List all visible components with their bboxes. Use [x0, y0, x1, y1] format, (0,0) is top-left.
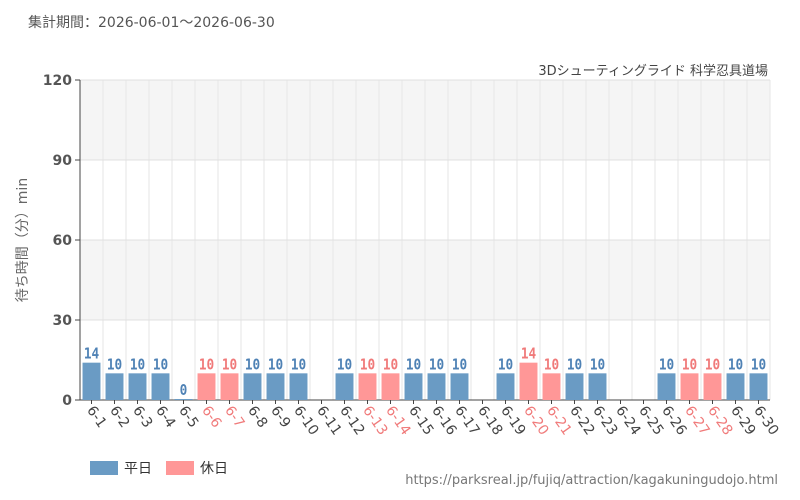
x-tick-label-6-27: 6-27	[681, 403, 712, 438]
x-tick-label-6-19: 6-19	[497, 403, 528, 438]
data-label-6-28: 10	[705, 356, 720, 373]
bar-6-13	[358, 373, 377, 400]
bar-6-30	[749, 373, 768, 400]
x-tick-label-6-6: 6-6	[198, 403, 224, 431]
data-label-6-23: 10	[590, 356, 605, 373]
bar-6-8	[243, 373, 262, 400]
data-label-6-19: 10	[498, 356, 513, 373]
legend-swatch-weekday	[90, 461, 118, 475]
bar-6-12	[335, 373, 354, 400]
x-tick-label-6-11: 6-11	[313, 403, 344, 438]
bar-6-1	[82, 362, 101, 400]
x-tick-label-6-7: 6-7	[221, 403, 247, 431]
x-tick-label-6-12: 6-12	[336, 403, 367, 438]
data-label-6-22: 10	[567, 356, 582, 373]
bar-6-7	[220, 373, 239, 400]
x-tick-label-6-15: 6-15	[405, 403, 436, 438]
x-tick-label-6-13: 6-13	[359, 403, 390, 438]
x-tick-label-6-14: 6-14	[382, 403, 413, 438]
data-label-6-20: 14	[521, 346, 536, 363]
data-label-6-2: 10	[107, 356, 122, 373]
x-tick-label-6-8: 6-8	[244, 403, 270, 431]
bar-6-15	[404, 373, 423, 400]
bar-6-9	[266, 373, 285, 400]
data-label-6-12: 10	[337, 356, 352, 373]
legend-item-weekday: 平日	[90, 458, 152, 478]
bar-6-16	[427, 373, 446, 400]
legend: 平日 休日	[90, 458, 228, 478]
x-tick-label-6-26: 6-26	[658, 403, 689, 438]
bar-6-10	[289, 373, 308, 400]
bar-6-14	[381, 373, 400, 400]
x-tick-label-6-10: 6-10	[290, 403, 321, 438]
x-tick-label-6-29: 6-29	[727, 403, 758, 438]
data-label-6-16: 10	[429, 356, 444, 373]
x-tick-label-6-24: 6-24	[612, 403, 643, 438]
data-label-6-5: 0	[180, 382, 188, 399]
bar-6-4	[151, 373, 170, 400]
x-tick-label-6-18: 6-18	[474, 403, 505, 438]
bar-6-26	[657, 373, 676, 400]
legend-label-weekday: 平日	[124, 461, 152, 477]
x-tick-label-6-4: 6-4	[152, 403, 178, 431]
y-tick-label: 60	[53, 233, 73, 249]
data-label-6-9: 10	[268, 356, 283, 373]
data-label-6-1: 14	[84, 346, 99, 363]
data-label-6-6: 10	[199, 356, 214, 373]
data-label-6-15: 10	[406, 356, 421, 373]
bar-6-22	[565, 373, 584, 400]
data-label-6-27: 10	[682, 356, 697, 373]
x-tick-label-6-9: 6-9	[267, 403, 293, 431]
x-tick-label-6-20: 6-20	[520, 403, 551, 438]
x-tick-label-6-28: 6-28	[704, 403, 735, 438]
bar-6-19	[496, 373, 515, 400]
bar-6-17	[450, 373, 469, 400]
x-tick-label-6-22: 6-22	[566, 403, 597, 438]
bar-6-6	[197, 373, 216, 400]
legend-swatch-holiday	[166, 461, 194, 475]
x-tick-label-6-17: 6-17	[451, 403, 482, 438]
bar-6-21	[542, 373, 561, 400]
y-tick-label: 120	[43, 73, 72, 89]
period-label: 集計期間：2026-06-01～2026-06-30	[28, 15, 275, 31]
data-label-6-29: 10	[728, 356, 743, 373]
legend-item-holiday: 休日	[166, 458, 228, 478]
attraction-name: 3Dシューティングライド 科学忍具道場	[538, 64, 768, 79]
bar-6-23	[588, 373, 607, 400]
x-tick-label-6-16: 6-16	[428, 403, 459, 438]
bar-6-28	[703, 373, 722, 400]
data-label-6-10: 10	[291, 356, 306, 373]
x-tick-label-6-1: 6-1	[83, 403, 109, 431]
data-label-6-4: 10	[153, 356, 168, 373]
bar-6-2	[105, 373, 124, 400]
y-tick-label: 0	[62, 393, 72, 409]
y-tick-label: 30	[53, 313, 73, 329]
y-tick-label: 90	[53, 153, 73, 169]
data-label-6-13: 10	[360, 356, 375, 373]
data-label-6-21: 10	[544, 356, 559, 373]
bar-6-3	[128, 373, 147, 400]
x-tick-label-6-2: 6-2	[106, 403, 132, 431]
source-url[interactable]: https://parksreal.jp/fujiq/attraction/ka…	[405, 473, 778, 488]
x-tick-label-6-23: 6-23	[589, 403, 620, 438]
data-label-6-30: 10	[751, 356, 766, 373]
data-label-6-17: 10	[452, 356, 467, 373]
data-label-6-26: 10	[659, 356, 674, 373]
data-label-6-7: 10	[222, 356, 237, 373]
bar-6-20	[519, 362, 538, 400]
x-tick-label-6-21: 6-21	[543, 403, 574, 438]
bar-6-29	[726, 373, 745, 400]
data-label-6-8: 10	[245, 356, 260, 373]
bar-6-5	[174, 399, 193, 400]
x-tick-label-6-5: 6-5	[175, 403, 201, 431]
data-label-6-3: 10	[130, 356, 145, 373]
data-label-6-14: 10	[383, 356, 398, 373]
x-tick-label-6-3: 6-3	[129, 403, 155, 431]
x-tick-label-6-30: 6-30	[750, 403, 781, 438]
x-tick-label-6-25: 6-25	[635, 403, 666, 438]
legend-label-holiday: 休日	[200, 461, 228, 477]
bar-6-27	[680, 373, 699, 400]
